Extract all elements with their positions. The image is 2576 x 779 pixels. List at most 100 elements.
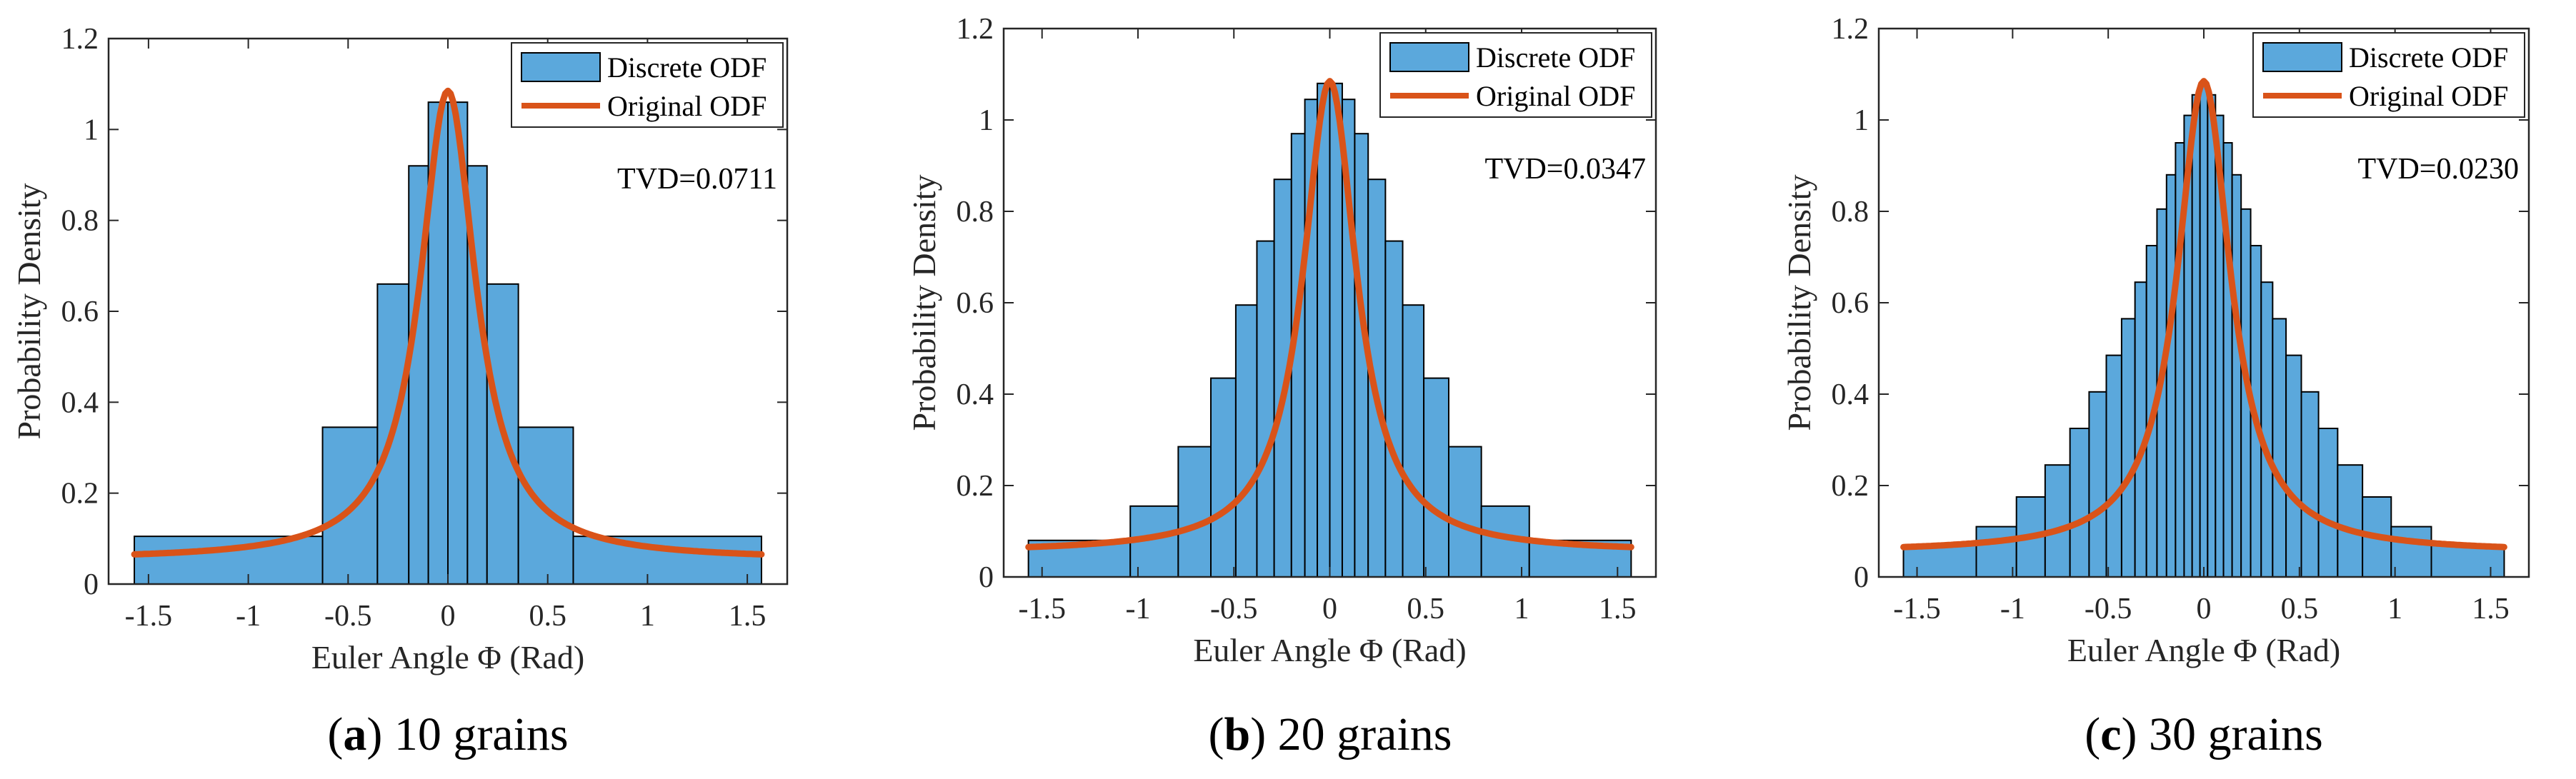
histogram-bar [134,536,324,585]
legend-bar-swatch [1389,42,1469,72]
y-tick-label: 1 [84,114,99,146]
x-tick-label: 1 [2387,593,2402,625]
histogram-bar [1210,377,1237,578]
histogram-bar [1975,526,2017,578]
x-tick-label: 1.5 [729,600,767,633]
x-tick-label: 1 [1514,593,1529,625]
chart-panel-c: -1.5 -1 -0.5 0 0.5 1 1.5 0 0.2 0.4 0.6 0.8 1 1.2 Euler… [1781,13,2530,760]
histogram-bar [2300,391,2320,578]
tvd-annotation: TVD=0.0347 [1484,153,1646,186]
y-tick-label: 0.4 [957,378,994,411]
histogram-bar [1447,446,1482,578]
y-tick-label: 0 [1854,561,1869,594]
y-tick-label: 0.2 [61,478,99,511]
histogram-bar [2069,428,2090,578]
histogram-bar [2207,94,2217,578]
x-tick-label: 0.5 [1407,593,1445,625]
y-tick-label: 0.6 [61,296,99,328]
tvd-annotation: TVD=0.0711 [617,163,777,196]
histogram-bar [2231,174,2242,578]
panel-caption: (b) 20 grains [1209,708,1452,760]
y-axis-label: Probability Density [906,174,942,431]
x-tick-label: -1.5 [1018,593,1066,625]
y-tick-label: 1.2 [1832,13,1869,46]
legend-label-discrete: Discrete ODF [1476,41,1635,74]
legend-label-original: Original ODF [2349,80,2508,112]
y-tick-label: 0.8 [957,196,994,228]
histogram-bar [2317,428,2339,578]
x-tick-label: -1 [236,600,261,633]
histogram-bar [1177,446,1212,578]
chart-panel-a: -1.5 -1 -0.5 0 0.5 1 1.5 0 0.2 0.4 0.6 0.8 1 1.2 Euler… [11,23,789,760]
legend-bar-swatch [2262,42,2342,72]
x-tick-label: 0 [1322,593,1337,625]
x-tick-label: 0 [2197,593,2212,625]
x-tick-label: -1.5 [1893,593,1941,625]
legend-label-discrete: Discrete ODF [607,51,767,84]
x-axis-label: Euler Angle Φ (Rad) [1193,632,1466,668]
y-tick-label: 0.2 [1832,470,1869,503]
histogram-bar [1329,82,1343,578]
histogram-bar [1256,240,1275,578]
x-tick-label: 0.5 [2281,593,2319,625]
legend: Discrete ODF Original ODF [1379,32,1652,118]
y-tick-label: 0 [979,561,994,594]
histogram-bar [1423,377,1449,578]
x-axis-label: Euler Angle Φ (Rad) [311,639,584,675]
y-tick-label: 1 [979,104,994,137]
panel-caption: (c) 30 grains [2085,708,2323,760]
x-tick-label: 1 [640,600,655,633]
y-axis-label: Probability Density [11,183,47,439]
histogram-bar [2272,318,2287,578]
y-tick-label: 1.2 [61,23,99,56]
y-axis-label: Probability Density [1781,174,1817,431]
histogram-bar [2134,281,2147,578]
histogram-bar [572,536,762,585]
x-tick-label: -0.5 [1210,593,1258,625]
histogram-bar [2105,354,2122,578]
histogram-bar [517,426,574,585]
x-tick-label: -1 [2000,593,2025,625]
x-tick-label: -1 [1125,593,1150,625]
x-tick-label: 1.5 [1599,593,1637,625]
legend: Discrete ODF Original ODF [511,42,784,128]
x-tick-label: 0.5 [529,600,566,633]
y-tick-label: 0 [84,568,99,601]
y-tick-label: 0.6 [957,287,994,320]
histogram-bar [1402,304,1425,578]
y-tick-label: 0.4 [1832,378,1869,411]
x-tick-label: -0.5 [324,600,372,633]
x-tick-label: 0 [441,600,456,633]
panel-caption: (a) 10 grains [327,708,568,760]
y-tick-label: 0.2 [957,470,994,503]
x-axis-label: Euler Angle Φ (Rad) [2067,632,2340,668]
legend-label-discrete: Discrete ODF [2349,41,2508,74]
original-odf-curve [1025,78,1634,551]
x-tick-label: 1.5 [2472,593,2510,625]
y-tick-label: 1.2 [957,13,994,46]
chart-panel-b: -1.5 -1 -0.5 0 0.5 1 1.5 0 0.2 0.4 0.6 0.8 1 1.2 Euler… [906,13,1657,760]
original-odf-curve [131,87,765,558]
histogram-bar [1384,240,1404,578]
y-tick-label: 1 [1854,104,1869,137]
histogram-bar [2044,464,2071,578]
x-tick-label: -0.5 [2085,593,2132,625]
legend-label-original: Original ODF [1476,80,1635,112]
y-tick-label: 0.8 [1832,196,1869,228]
histogram-bar [2390,526,2432,578]
histogram-bar [2165,174,2177,578]
original-odf-curve [1900,78,2507,551]
legend-bar-swatch [521,52,601,82]
tvd-annotation: TVD=0.0230 [2357,153,2519,186]
histogram-bar [2199,81,2209,578]
histogram-bar [2088,391,2107,578]
histogram-bar [2191,94,2201,578]
histogram-bar [2260,281,2274,578]
histogram-bar [2285,354,2302,578]
histogram-bar [1234,304,1258,578]
histogram-bar [1317,82,1331,578]
y-tick-label: 0.6 [1832,287,1869,320]
y-tick-label: 0.4 [61,386,99,419]
histogram-bar [2120,318,2136,578]
